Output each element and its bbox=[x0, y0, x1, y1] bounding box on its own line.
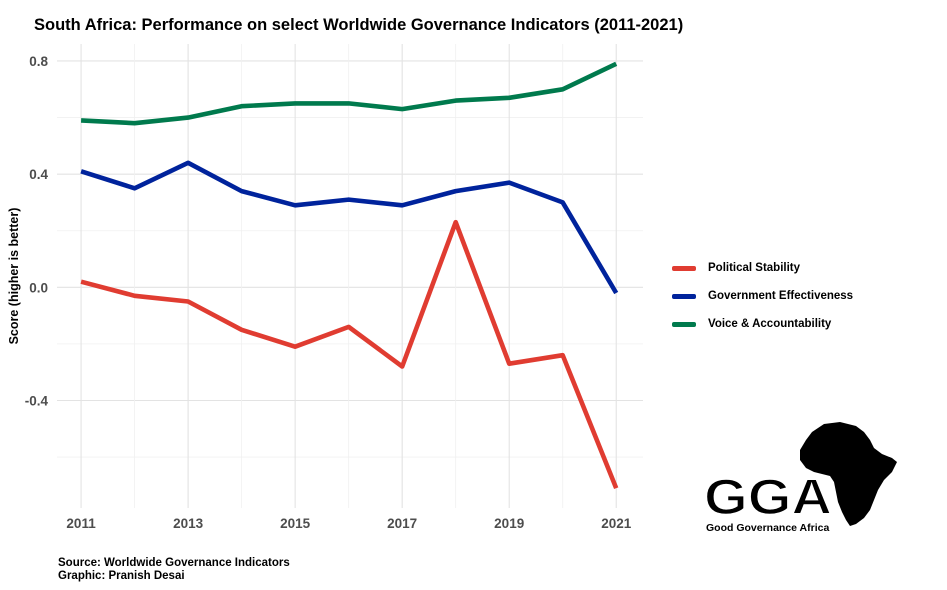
legend-label: Political Stability bbox=[708, 262, 801, 274]
y-tick-label: 0.4 bbox=[29, 167, 48, 182]
x-tick-label: 2013 bbox=[173, 516, 204, 531]
graphic-credit: Graphic: Pranish Desai bbox=[58, 570, 185, 582]
gga-logo: GGA bbox=[703, 422, 897, 526]
x-tick-label: 2021 bbox=[601, 516, 632, 531]
y-tick-label: -0.4 bbox=[25, 393, 49, 408]
x-tick-label: 2015 bbox=[280, 516, 311, 531]
chart-title: South Africa: Performance on select Worl… bbox=[34, 16, 684, 34]
legend-key bbox=[672, 265, 696, 271]
legend-label: Government Effectiveness bbox=[708, 290, 854, 302]
series-line-voice-accountability bbox=[80, 61, 618, 126]
grid-lines bbox=[57, 44, 643, 508]
legend-key bbox=[672, 321, 696, 327]
legend-item: Voice & Accountability bbox=[672, 310, 853, 338]
source-note: Source: Worldwide Governance Indicators bbox=[58, 557, 290, 569]
africa-map-icon bbox=[800, 422, 897, 526]
caption: Source: Worldwide Governance Indicators … bbox=[58, 557, 290, 583]
legend-item: Political Stability bbox=[672, 254, 853, 282]
y-axis-ticks: 0.8 0.4 0.0 -0.4 bbox=[25, 54, 49, 409]
series-line-government-effectiveness bbox=[80, 160, 619, 295]
y-axis-label: Score (higher is better) bbox=[7, 208, 21, 345]
legend-key bbox=[672, 293, 696, 299]
x-tick-label: 2011 bbox=[66, 516, 96, 531]
series-line-political-stability bbox=[80, 219, 619, 490]
y-tick-label: 0.0 bbox=[29, 280, 48, 295]
legend: Political Stability Government Effectiven… bbox=[672, 254, 853, 338]
logo-tagline: Good Governance Africa bbox=[706, 522, 830, 534]
logo-wordmark: GGA bbox=[704, 469, 832, 525]
series-lines bbox=[80, 61, 619, 490]
legend-item: Government Effectiveness bbox=[672, 282, 853, 310]
y-tick-label: 0.8 bbox=[29, 54, 48, 69]
x-axis-ticks: 2011 2013 2015 2017 2019 2021 bbox=[66, 516, 631, 531]
legend-label: Voice & Accountability bbox=[708, 318, 832, 330]
x-tick-label: 2019 bbox=[494, 516, 524, 531]
x-tick-label: 2017 bbox=[387, 516, 417, 531]
